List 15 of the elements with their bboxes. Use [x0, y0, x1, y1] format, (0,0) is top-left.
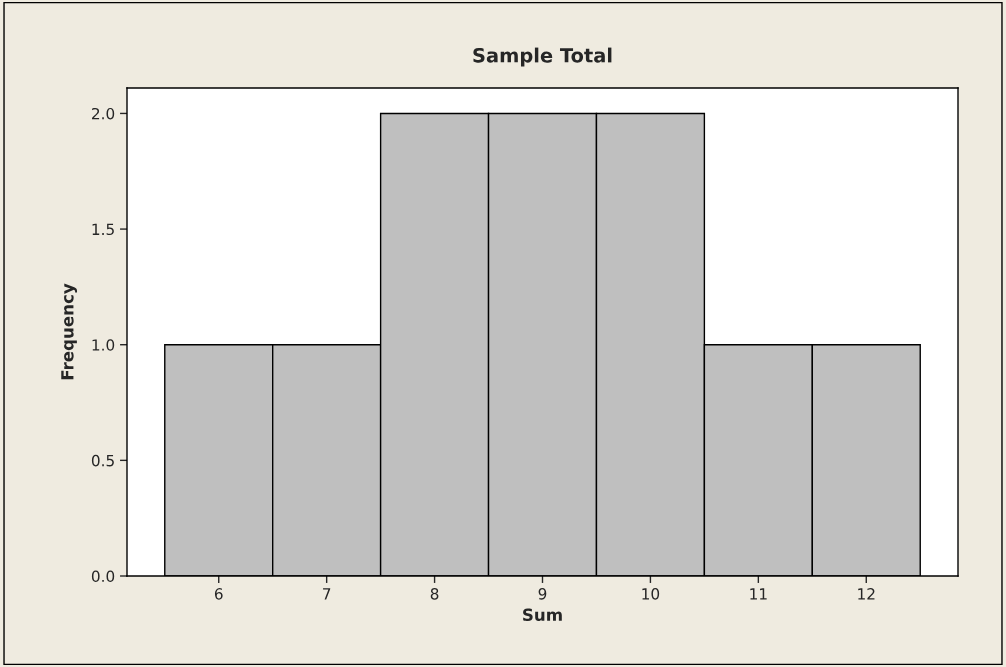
x-tick-label: 10 — [642, 588, 660, 600]
x-tick-label: 8 — [430, 588, 439, 600]
y-tick-label: 1.0 — [92, 339, 115, 351]
y-tick-label: 1.5 — [92, 223, 114, 236]
x-tick-label: 9 — [538, 588, 547, 600]
x-tick-label: 6 — [214, 588, 223, 600]
y-tick-label: 0.5 — [91, 454, 114, 467]
x-tick-label: 12 — [858, 588, 875, 600]
x-tick-label: 7 — [323, 588, 331, 600]
y-tick-label: 0.0 — [91, 570, 115, 583]
chart-title: Sample Total — [473, 47, 612, 67]
y-tick-label: 2.0 — [92, 107, 115, 120]
x-tick-label: 11 — [750, 588, 767, 600]
y-axis-title: Frequency — [61, 283, 78, 380]
x-axis-title: Sum — [523, 608, 562, 622]
